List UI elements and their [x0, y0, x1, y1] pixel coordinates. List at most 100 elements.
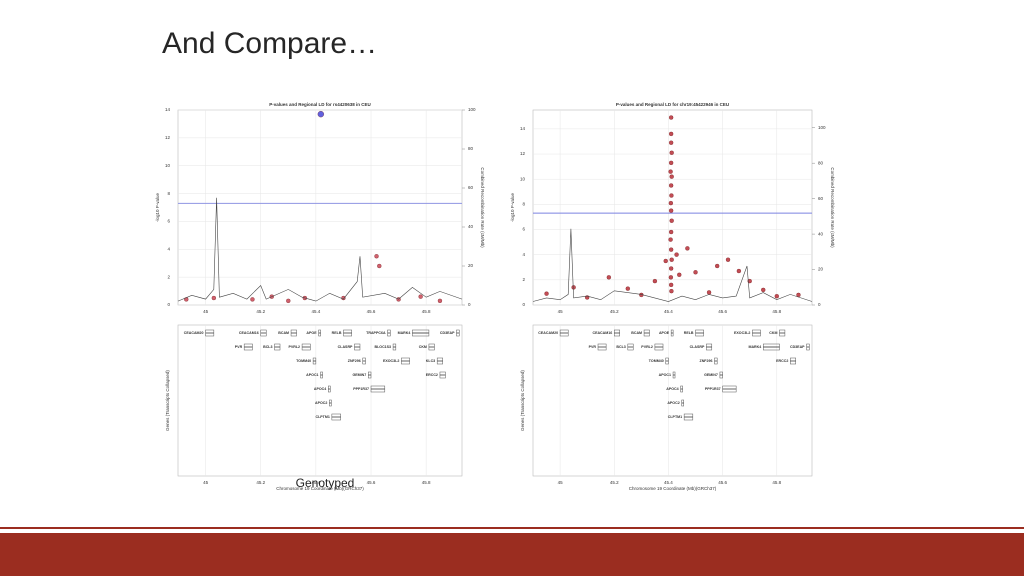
chart-title: P-values and Regional LD for chr19:45422… — [616, 102, 729, 107]
y-tick-label: 6 — [522, 227, 525, 232]
point — [374, 254, 379, 259]
point — [685, 246, 690, 251]
gene-x-tick-label: 45.6 — [367, 480, 376, 485]
gene-label: RELB — [684, 331, 694, 335]
gene-label: TOMM40 — [296, 359, 311, 363]
gene-label: CEACAM16 — [592, 331, 612, 335]
y-tick-label: 12 — [165, 135, 171, 140]
gene-exons — [806, 343, 810, 351]
point — [625, 286, 630, 291]
charts: P-values and Regional LD for rs4420638 i… — [155, 102, 835, 491]
point — [674, 252, 679, 257]
gene-exons — [205, 329, 215, 337]
point — [761, 287, 766, 293]
y-tick-label: 0 — [522, 302, 525, 307]
point — [606, 275, 611, 280]
gene-x-tick-label: 45.2 — [256, 480, 265, 485]
point — [668, 169, 673, 174]
point — [668, 131, 674, 137]
x-tick-label: 45.8 — [772, 309, 781, 314]
gene-exons — [752, 329, 761, 337]
point — [250, 297, 255, 302]
gene-exons — [665, 357, 669, 365]
gene-label: PVR — [235, 345, 243, 349]
gene-exons — [368, 371, 372, 379]
y-tick-label: 14 — [520, 126, 526, 131]
gene-label: BCL3 — [616, 345, 625, 349]
y2-tick-label: 80 — [818, 160, 824, 165]
point — [211, 295, 216, 301]
gene-label: CKM — [419, 345, 427, 349]
point — [669, 174, 674, 179]
gene-exons — [695, 329, 704, 337]
point — [669, 257, 674, 262]
gene-label: APOE — [306, 331, 317, 335]
y-tick-label: 8 — [522, 202, 525, 207]
x-tick-label: 45.8 — [422, 309, 431, 314]
gene-exons — [343, 329, 352, 337]
point — [668, 160, 674, 165]
gene-label: CLASRP — [690, 345, 705, 349]
plot-frame — [177, 109, 463, 306]
gene-exons — [670, 329, 674, 337]
chart-title: P-values and Regional LD for rs4420638 i… — [269, 102, 371, 107]
gene-exons — [779, 329, 786, 337]
recombination-line — [177, 197, 463, 302]
gene-label: PPP1R37 — [705, 387, 721, 391]
gene-x-tick-label: 45.4 — [311, 480, 320, 485]
point — [663, 258, 668, 264]
point — [668, 183, 674, 188]
gene-exons — [439, 371, 446, 379]
gene-label: CLASRP — [338, 345, 353, 349]
y2-tick-label: 100 — [468, 107, 476, 112]
gene-exons — [614, 329, 620, 337]
gene-label: CEACAM20 — [538, 331, 558, 335]
y2-tick-label: 60 — [468, 185, 474, 190]
gene-label: KLC3 — [426, 359, 435, 363]
y2-tick-label: 80 — [468, 146, 474, 151]
gene-x-tick-label: 45 — [203, 480, 209, 485]
gene-exons — [320, 371, 323, 379]
gene-label: APOC4 — [314, 387, 326, 391]
gene-exons — [328, 385, 331, 393]
gene-exons — [290, 329, 297, 337]
gene-label: TOMM40 — [649, 359, 664, 363]
point — [437, 298, 443, 303]
gene-exons — [301, 343, 311, 351]
gene-exons — [706, 343, 713, 351]
point — [677, 272, 682, 277]
slide-title: And Compare… — [162, 27, 377, 60]
gene-exons — [392, 343, 397, 351]
gene-label: BCAM — [631, 331, 642, 335]
gene-label: CLPTM1 — [668, 415, 682, 419]
point — [286, 298, 291, 303]
gene-label: ZNF296 — [700, 359, 713, 363]
gene-label: CD3EAP — [440, 331, 455, 335]
gene-exons — [318, 329, 321, 337]
gene-exons — [329, 399, 332, 407]
point — [668, 115, 674, 120]
gene-label: APOC2 — [667, 401, 679, 405]
gene-exons — [643, 329, 650, 337]
gene-label: PVRL2 — [641, 345, 653, 349]
gene-label: EXOC3L2 — [383, 359, 399, 363]
y2-tick-label: 0 — [818, 302, 821, 307]
gene-x-tick-label: 45.8 — [772, 480, 781, 485]
y-tick-label: 6 — [167, 219, 170, 224]
gene-exons — [654, 343, 664, 351]
y-tick-label: 0 — [167, 302, 170, 307]
y-tick-label: 2 — [522, 277, 525, 282]
footer-line — [0, 527, 1024, 529]
x-tick-label: 45.4 — [311, 309, 320, 314]
gene-label: TRAPPC6A — [366, 331, 386, 335]
gene-label: EXOC3L2 — [734, 331, 750, 335]
gene-label: RELB — [332, 331, 342, 335]
gene-x-tick-label: 45 — [558, 480, 564, 485]
y2-tick-label: 40 — [818, 231, 824, 236]
point — [725, 257, 731, 262]
gene-exons — [597, 343, 607, 351]
y-tick-label: 12 — [520, 151, 526, 156]
y-tick-label: 2 — [167, 274, 170, 279]
recombination-line — [532, 228, 813, 302]
